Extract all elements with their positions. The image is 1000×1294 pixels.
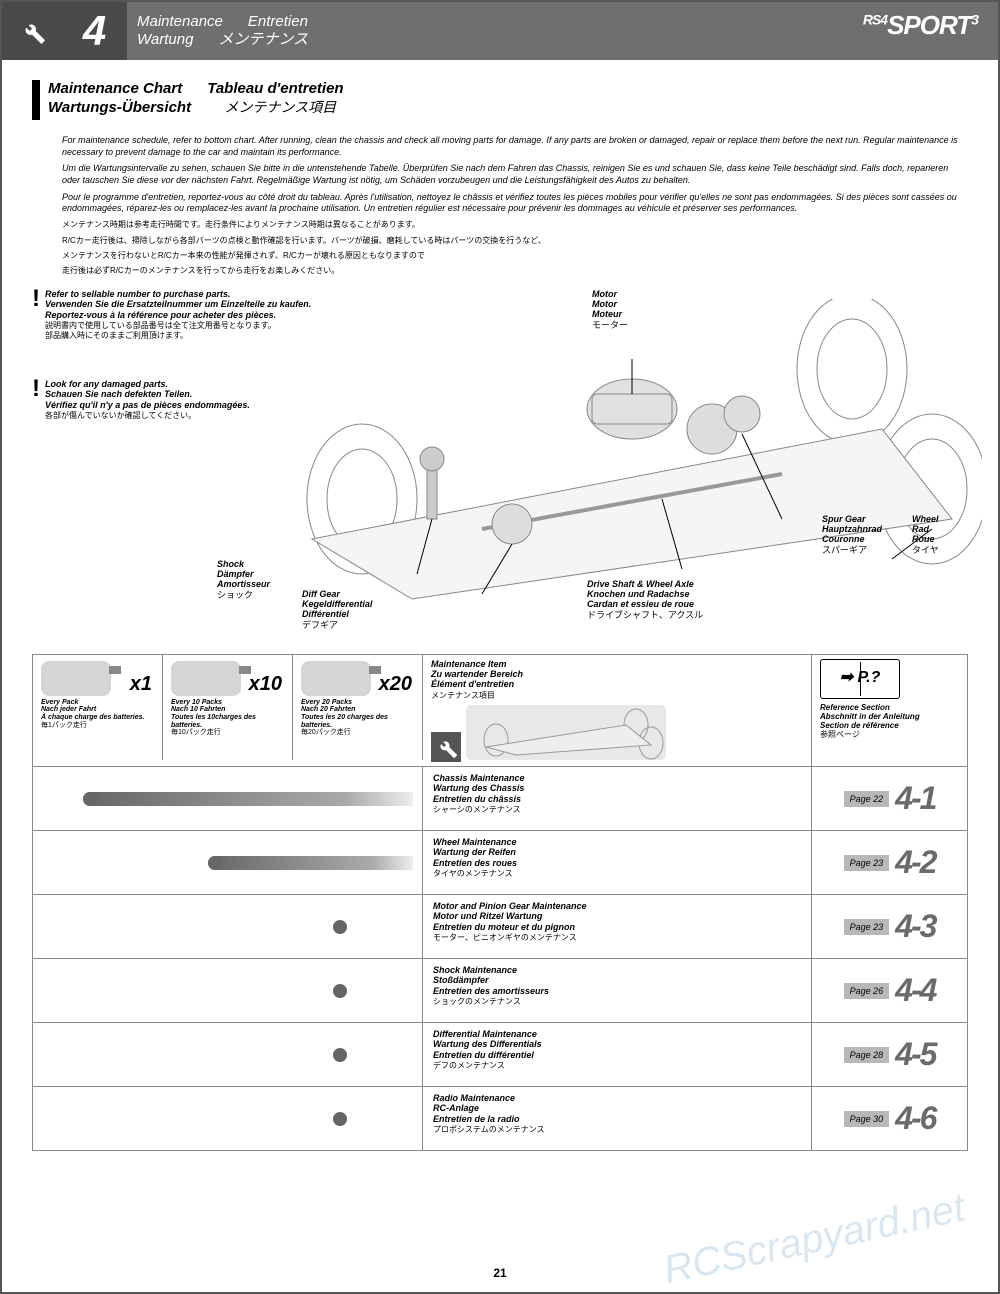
callout-wheel: Wheel Rad Roue タイヤ [912,514,939,555]
intro-en: For maintenance schedule, refer to botto… [62,135,968,158]
table-row: Wheel MaintenanceWartung der ReifenEntre… [32,831,968,895]
page-reference: Page 26 4-4 [812,959,967,1022]
page-reference: Page 23 4-3 [812,895,967,958]
intro-jp3: メンテナンスを行わないとR/Cカー本来の性能が発揮されず、R/Cカーが壊れる原因… [62,251,968,261]
frequency-dot [333,1048,347,1062]
ref-section-header: ➡ P.? Reference Section Abschnitt in der… [812,655,967,766]
frequency-dot [333,920,347,934]
section-number-ref: 4-3 [895,908,935,945]
subtitle-jp: メンテナンス項目 [224,99,336,115]
maintenance-table: x1 Every Pack Nach jeder Fahrt À chaque … [32,654,968,1151]
watermark: RCScrapyard.net [660,1186,969,1294]
frequency-bar-cell [33,831,423,894]
frequency-bar-cell [33,895,423,958]
page-badge: Page 30 [844,1111,890,1127]
maintenance-description: Chassis MaintenanceWartung des ChassisEn… [423,767,812,830]
page-badge: Page 22 [844,791,890,807]
page-reference: Page 28 4-5 [812,1023,967,1086]
subtitle-marker [32,80,40,120]
section-number-ref: 4-5 [895,1036,935,1073]
title-jp: メンテナンス [218,31,308,49]
frequency-dot [333,984,347,998]
frequency-bar-cell [33,1087,423,1150]
page-badge: Page 28 [844,1047,890,1063]
battery-icon [171,661,241,696]
table-row: Shock MaintenanceStoßdämpferEntretien de… [32,959,968,1023]
intro-jp1: メンテナンス時期は参考走行時間です。走行条件によりメンテナンス時期は異なることが… [62,220,968,230]
page-badge: Page 23 [844,855,890,871]
battery-icon [301,661,371,696]
callout-diff: Diff Gear Kegeldifferential Différentiel… [302,589,372,630]
product-logo: RS4SPORT3 [863,10,978,41]
maintenance-description: Wheel MaintenanceWartung der ReifenEntre… [423,831,812,894]
page-badge: Page 23 [844,919,890,935]
callout-spur: Spur Gear Hauptzahnrad Couronne スパーギア [822,514,882,555]
maintenance-description: Radio MaintenanceRC-AnlageEntretien de l… [423,1087,812,1150]
intro-fr: Pour le programme d'entretien, reportez-… [62,192,968,215]
maintenance-description: Shock MaintenanceStoßdämpferEntretien de… [423,959,812,1022]
page-reference: Page 22 4-1 [812,767,967,830]
mini-chassis-icon [466,705,666,760]
manual-page: 4 Maintenance Entretien Wartung メンテナンス R… [0,0,1000,1294]
section-number-ref: 4-1 [895,780,935,817]
callout-shock: Shock Dämpfer Amortisseur ショック [217,559,270,600]
intro-jp2: R/Cカー走行後は、掃除しながら各部パーツの点検と動作確認を行います。パーツが破… [62,236,968,246]
callout-drive: Drive Shaft & Wheel Axle Knochen und Rad… [587,579,703,620]
intro-jp4: 走行後は必ずR/Cカーのメンテナンスを行ってから走行をお楽しみください。 [62,266,968,276]
subtitle-block: Maintenance Chart Tableau d'entretien Wa… [32,80,968,120]
frequency-dot [208,856,222,870]
title-fr: Entretien [248,13,308,31]
exclaim-icon: ! [32,289,40,308]
pack-header-20: x20 Every 20 Packs Nach 20 Fahrten Toute… [293,655,423,760]
intro-de: Um die Wartungsintervalle zu sehen, scha… [62,163,968,186]
callout-motor: Motor Motor Moteur モーター [592,289,628,330]
section-number-ref: 4-6 [895,1100,935,1137]
section-number: 4 [62,2,127,60]
pack-header-10: x10 Every 10 Packs Nach 10 Fahrten Toute… [163,655,293,760]
title-de: Wartung [137,31,193,49]
frequency-dot [83,792,97,806]
frequency-bar-cell [33,1023,423,1086]
table-row: Chassis MaintenanceWartung des ChassisEn… [32,767,968,831]
exclaim-icon: ! [32,379,40,398]
pack-header-1: x1 Every Pack Nach jeder Fahrt À chaque … [33,655,163,760]
page-badge: Page 26 [844,983,890,999]
content-area: Maintenance Chart Tableau d'entretien Wa… [2,60,998,1161]
book-icon: ➡ P.? [820,659,900,699]
chassis-illustration [232,299,982,619]
table-header-row: x1 Every Pack Nach jeder Fahrt À chaque … [32,654,968,767]
section-number-ref: 4-2 [895,844,935,881]
frequency-dot [333,1112,347,1126]
table-rows: Chassis MaintenanceWartung des ChassisEn… [32,767,968,1151]
table-row: Radio MaintenanceRC-AnlageEntretien de l… [32,1087,968,1151]
header-bar: 4 Maintenance Entretien Wartung メンテナンス R… [2,2,998,60]
frequency-bar [83,792,413,806]
page-reference: Page 23 4-2 [812,831,967,894]
chassis-diagram: ! Refer to sellable number to purchase p… [32,289,968,639]
page-number: 21 [493,1266,506,1280]
subtitle-fr: Tableau d'entretien [207,80,343,97]
intro-text: For maintenance schedule, refer to botto… [62,135,968,277]
subtitle-de: Wartungs-Übersicht [48,99,191,116]
frequency-bar [208,856,413,870]
section-number-ref: 4-4 [895,972,935,1009]
maintenance-description: Motor and Pinion Gear MaintenanceMotor u… [423,895,812,958]
battery-icon [41,661,111,696]
table-row: Differential MaintenanceWartung des Diff… [32,1023,968,1087]
title-en: Maintenance [137,13,223,31]
page-reference: Page 30 4-6 [812,1087,967,1150]
wrench-icon [2,2,62,60]
table-row: Motor and Pinion Gear MaintenanceMotor u… [32,895,968,959]
maint-item-header: Maintenance Item Zu wartender Bereich Él… [423,655,812,766]
frequency-bar-cell [33,767,423,830]
wrench-icon [431,732,461,762]
maintenance-description: Differential MaintenanceWartung des Diff… [423,1023,812,1086]
subtitle-en: Maintenance Chart [48,80,182,97]
header-titles: Maintenance Entretien Wartung メンテナンス [137,13,308,49]
frequency-bar-cell [33,959,423,1022]
